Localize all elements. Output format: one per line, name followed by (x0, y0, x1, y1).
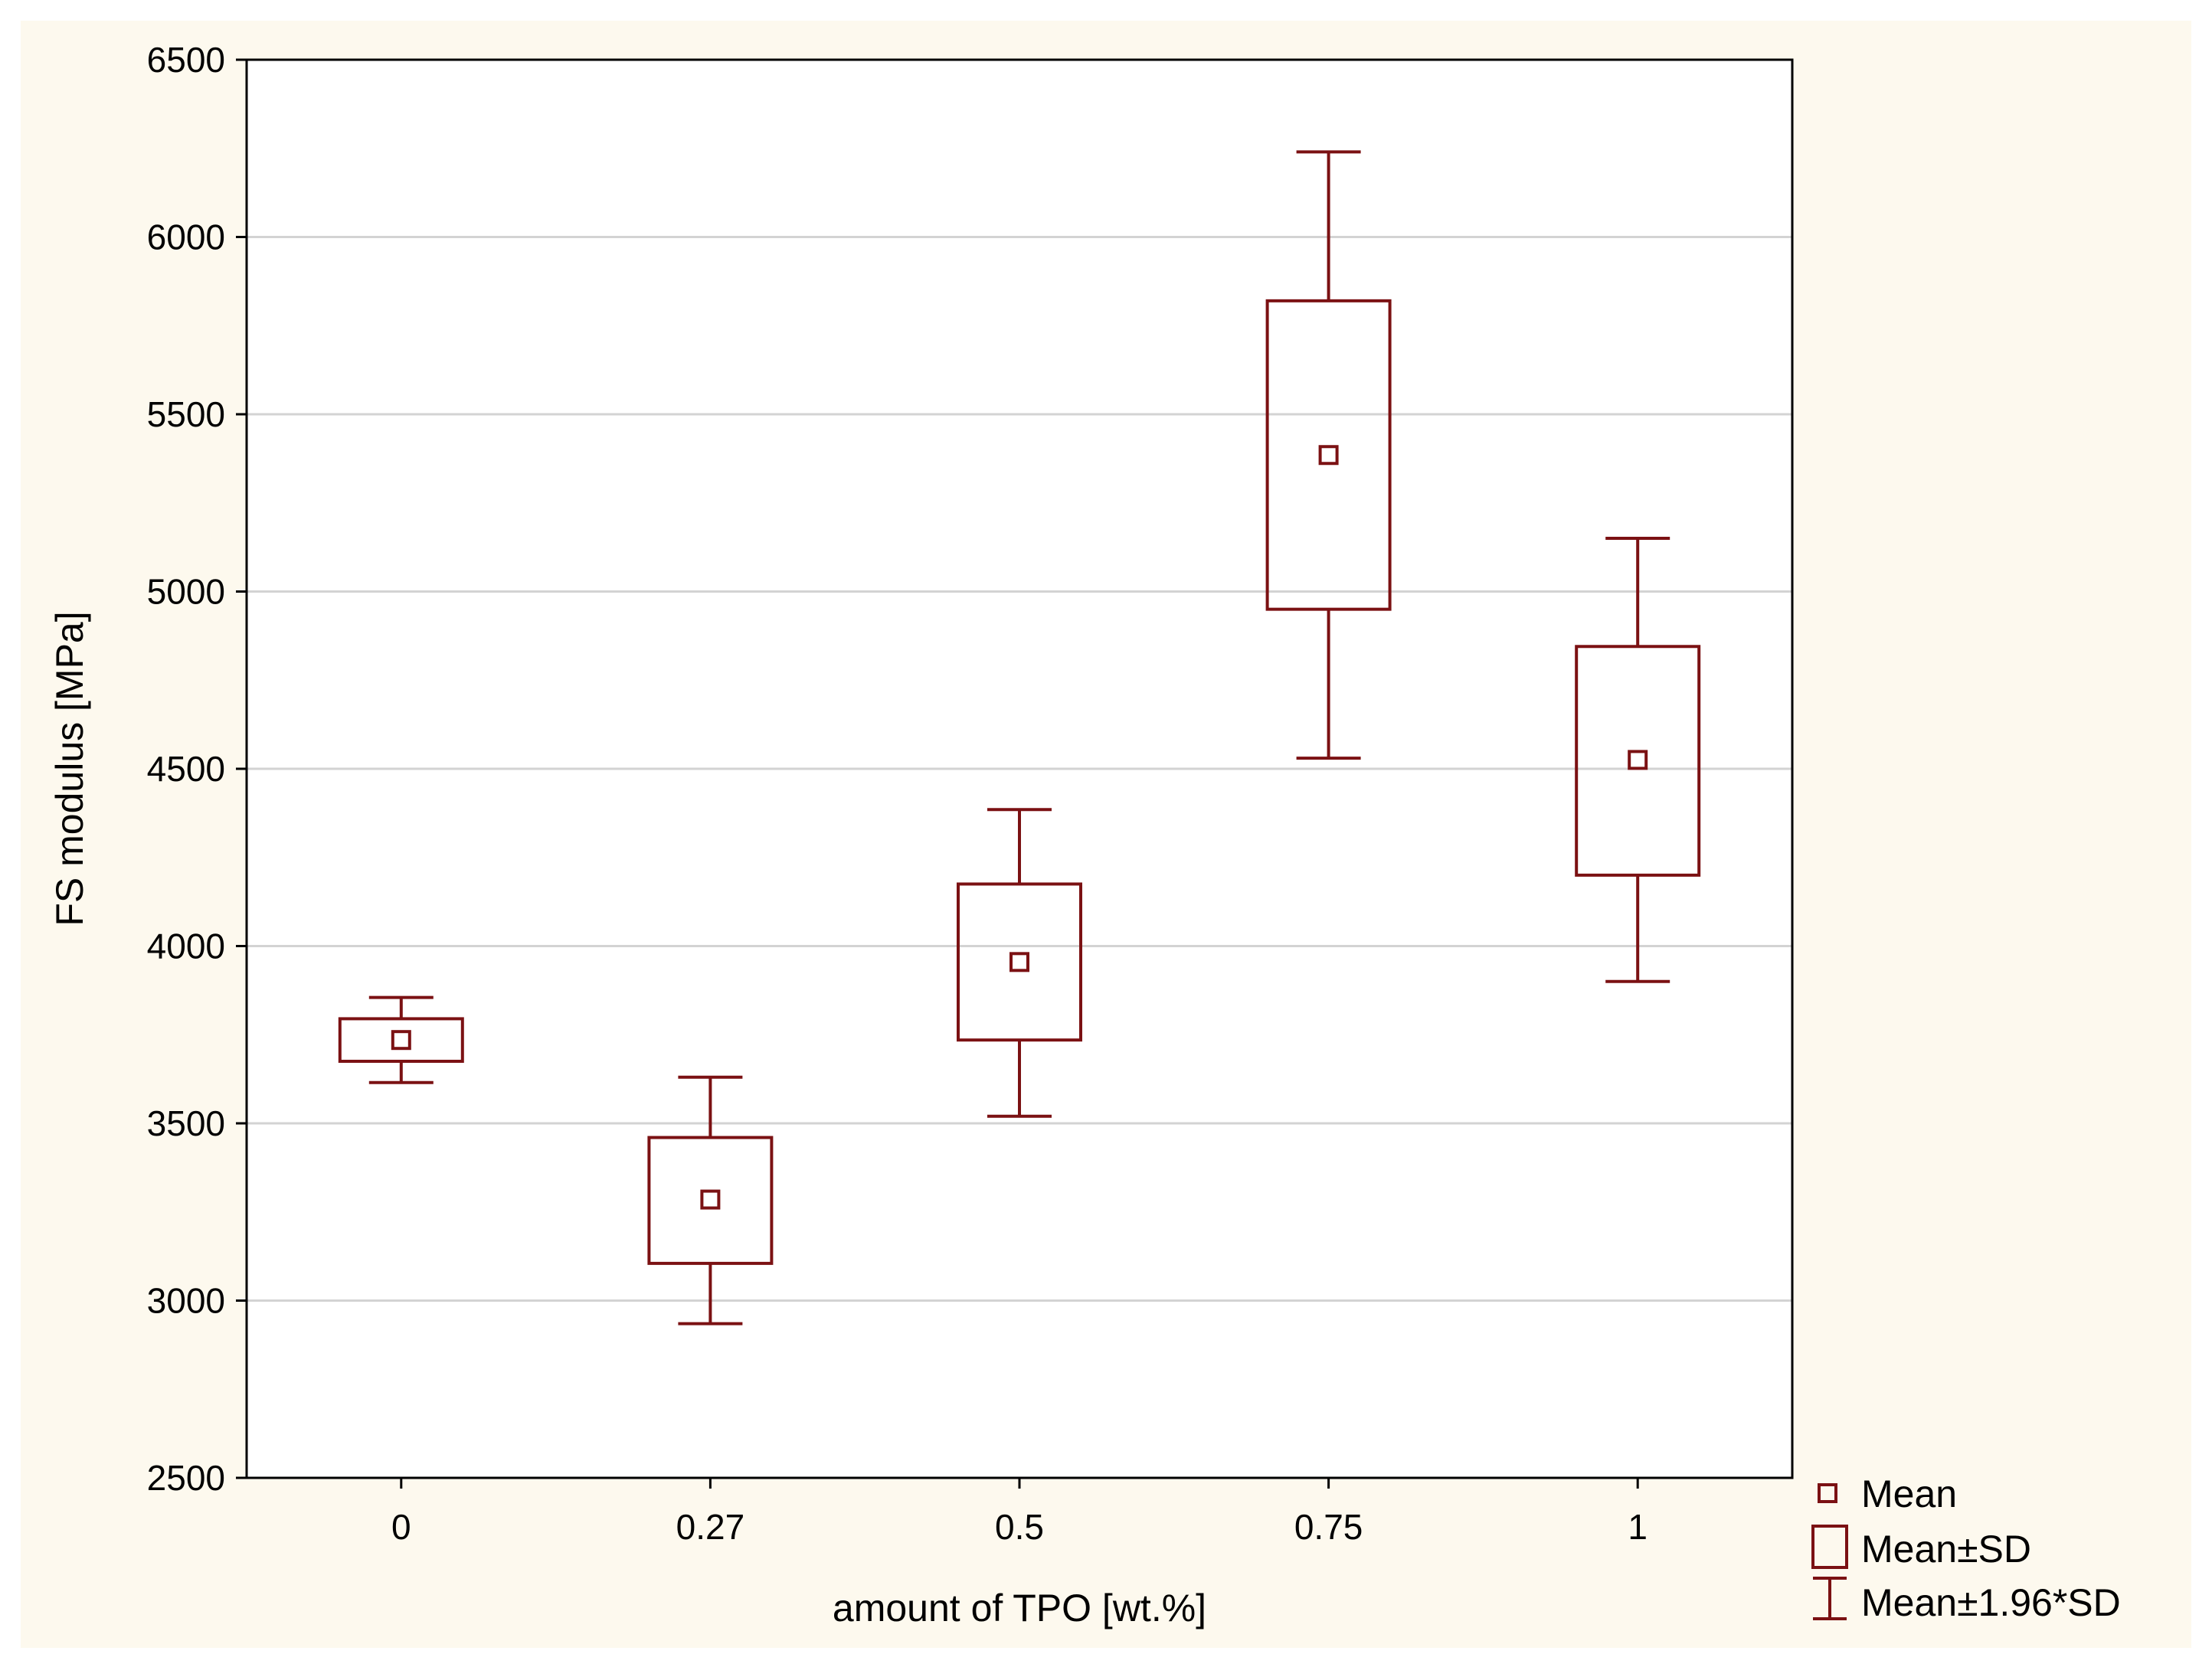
box-group (338, 995, 464, 1084)
box-marks (338, 150, 1701, 1325)
mean-point (1318, 445, 1339, 466)
sd-box (647, 1136, 774, 1265)
legend-mean-symbol (1818, 1483, 1837, 1503)
x-tick-label: 0 (391, 1507, 411, 1547)
sd-box (338, 1017, 464, 1063)
y-tick-label: 4000 (147, 927, 225, 966)
y-tick-label: 6000 (147, 217, 225, 257)
x-tick-label: 1 (1628, 1507, 1648, 1547)
box-group (1575, 537, 1701, 983)
y-tick-label: 3000 (147, 1281, 225, 1321)
legend-whisker-symbol (1813, 1577, 1847, 1620)
mean-point (1628, 750, 1648, 770)
x-tick-label: 0.75 (1294, 1507, 1363, 1547)
box-group (957, 808, 1082, 1118)
y-axis-title: FS modulus [MPa] (48, 611, 91, 926)
box-group (647, 1075, 774, 1325)
legend-whisker-label: Mean±1.96*SD (1861, 1581, 2121, 1624)
y-tick-label: 5000 (147, 572, 225, 612)
legend-mean-label: Mean (1861, 1473, 1957, 1515)
legend-sd-label: Mean±SD (1861, 1528, 2031, 1571)
mean-point (1009, 952, 1029, 972)
x-tick-label: 0.27 (676, 1507, 745, 1547)
x-tick-label: 0.5 (995, 1507, 1044, 1547)
grid-lines (247, 236, 1792, 1302)
y-tick-label: 4500 (147, 749, 225, 789)
legend: Mean Mean±SD Mean±1.96*SD (1811, 1473, 2121, 1624)
legend-sd-symbol (1811, 1525, 1848, 1569)
y-tick-label: 5500 (147, 394, 225, 434)
y-tick-label: 6500 (147, 40, 225, 80)
mean-point (700, 1189, 721, 1210)
y-tick-label: 3500 (147, 1103, 225, 1143)
sd-box (957, 882, 1082, 1042)
sd-box (1575, 645, 1701, 877)
mean-point (391, 1030, 411, 1051)
y-tick-label: 2500 (147, 1458, 225, 1498)
axes: 2500 3000 3500 4000 4500 5000 5500 6000 6500 0 0.2… (147, 40, 1648, 1547)
box-group (1265, 150, 1392, 760)
x-axis-title: amount of TPO [wt.%] (833, 1587, 1206, 1629)
sd-box (1265, 299, 1392, 611)
